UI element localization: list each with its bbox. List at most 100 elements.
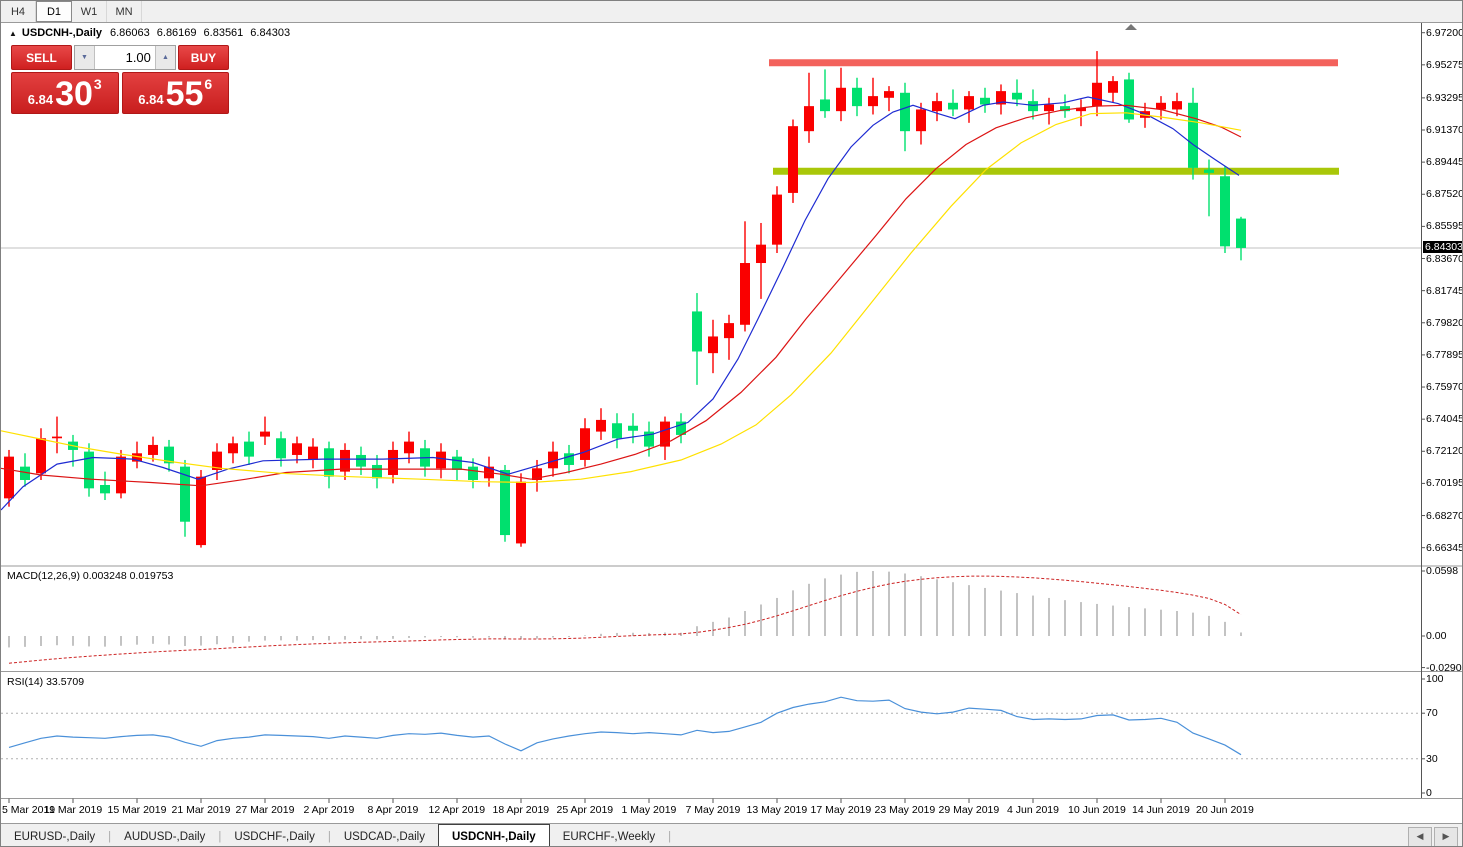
price-axis-label: 6.75970	[1426, 381, 1463, 394]
date-axis-label: 20 Jun 2019	[1196, 804, 1254, 816]
date-axis-label: 13 May 2019	[746, 804, 808, 816]
date-axis-label: 11 Mar 2019	[44, 804, 103, 816]
price-axis-label: 6.77895	[1426, 348, 1463, 361]
candle-body	[500, 469, 510, 536]
candle-body	[532, 468, 542, 480]
candle-body	[724, 323, 734, 339]
date-axis-label: 21 Mar 2019	[171, 804, 231, 816]
candle-body	[628, 425, 638, 431]
sell-button[interactable]: SELL	[11, 45, 72, 70]
candle-body	[676, 421, 686, 435]
candle-body	[516, 481, 526, 544]
buy-button[interactable]: BUY	[177, 45, 229, 70]
candle-body	[308, 446, 318, 460]
price-axis-label: 6.72120	[1426, 445, 1463, 458]
candle-body	[548, 451, 558, 469]
date-axis-label: 4 Jun 2019	[1007, 804, 1059, 816]
candle-body	[84, 451, 94, 489]
candle-body	[52, 436, 62, 439]
candle-body	[180, 466, 190, 522]
candle-body	[1172, 101, 1182, 110]
candle-body	[916, 109, 926, 132]
candle-body	[1012, 92, 1022, 100]
rsi-axis-label: 30	[1426, 752, 1438, 765]
sell-price-pip: 3	[93, 76, 102, 92]
candle-body	[1060, 106, 1070, 112]
candle-body	[708, 336, 718, 354]
candle-body	[948, 102, 958, 110]
price-axis-label: 6.97200	[1426, 26, 1463, 39]
date-axis-label: 10 Jun 2019	[1068, 804, 1126, 816]
tab-usdcnh-daily[interactable]: USDCNH-,Daily	[437, 824, 550, 846]
tab-scroll-right-icon[interactable]: ▶	[1434, 826, 1458, 846]
timeframe-button-h4[interactable]: H4	[1, 1, 36, 22]
timeframe-button-d1[interactable]: D1	[36, 1, 72, 22]
candle-body	[564, 453, 574, 465]
tab-separator: |	[108, 830, 112, 843]
candle-body	[4, 456, 14, 499]
sell-price-main: 30	[55, 75, 93, 113]
tab-eurchf-weekly[interactable]: EURCHF-,Weekly	[562, 830, 656, 843]
tab-audusd-daily[interactable]: AUDUSD-,Daily	[124, 830, 206, 843]
tab-separator: |	[327, 830, 331, 843]
quote-high: 6.86169	[156, 27, 197, 39]
tab-usdcad-daily[interactable]: USDCAD-,Daily	[343, 830, 425, 843]
tab-usdchf-daily[interactable]: USDCHF-,Daily	[234, 830, 315, 843]
candle-body	[964, 96, 974, 110]
candle-body	[660, 421, 670, 447]
candle-body	[372, 464, 382, 479]
timeframe-button-mn[interactable]: MN	[107, 1, 142, 22]
candle-body	[260, 431, 270, 437]
candle-body	[1188, 102, 1198, 168]
candle-body	[884, 91, 894, 98]
sell-price-prefix: 6.84	[27, 92, 54, 107]
tab-separator: |	[668, 830, 672, 843]
buy-price-pip: 6	[204, 76, 213, 92]
price-axis-label: 6.89445	[1426, 156, 1463, 169]
buy-price-main: 55	[165, 75, 204, 113]
price-axis-label: 6.91370	[1426, 124, 1463, 136]
candle-body	[1028, 101, 1038, 112]
candle-body	[404, 441, 414, 454]
volume-input[interactable]	[94, 46, 155, 69]
price-axis-label: 6.70195	[1426, 477, 1463, 490]
buy-price-prefix: 6.84	[138, 92, 164, 107]
date-axis-label: 12 Apr 2019	[428, 804, 486, 816]
trade-panel-toggle-icon[interactable]: ▲	[9, 28, 17, 38]
date-axis-label: 25 Apr 2019	[556, 804, 614, 816]
candle-body	[388, 449, 398, 475]
date-axis-label: 23 May 2019	[874, 804, 936, 816]
price-axis-label: 6.81745	[1426, 284, 1463, 297]
candle-body	[756, 244, 766, 264]
candle-body	[228, 443, 238, 454]
candle-body	[996, 91, 1006, 105]
price-axis-label: 6.85595	[1426, 220, 1463, 233]
candle-body	[836, 87, 846, 112]
date-axis-label: 14 Jun 2019	[1132, 804, 1190, 816]
price-axis-label: 6.83670	[1426, 252, 1463, 265]
candle-body	[276, 438, 286, 459]
sell-price-button[interactable]: 6.84 30 3	[11, 72, 119, 114]
tab-scroll-left-icon[interactable]: ◀	[1408, 826, 1432, 846]
candle-body	[612, 423, 622, 439]
timeframe-button-w1[interactable]: W1	[72, 1, 107, 22]
rsi-axis-label: 0	[1426, 787, 1432, 799]
tab-eurusd-daily[interactable]: EURUSD-,Daily	[14, 830, 96, 843]
date-axis-label: 8 Apr 2019	[367, 804, 419, 816]
tab-separator: |	[218, 830, 222, 843]
candle-body	[468, 466, 478, 480]
candle-body	[740, 263, 750, 325]
volume-decrease-icon[interactable]: ▼	[74, 46, 95, 69]
candle-body	[1044, 104, 1054, 112]
macd-signal-line	[8, 575, 1242, 664]
chart-shift-marker-icon[interactable]	[1125, 24, 1137, 30]
macd-axis-label: 0.00	[1426, 630, 1447, 642]
buy-price-button[interactable]: 6.84 55 6	[121, 72, 229, 114]
ma-mid-line	[1, 104, 1242, 487]
volume-increase-icon[interactable]: ▲	[154, 46, 175, 69]
candle-body	[820, 99, 830, 112]
candle-body	[980, 97, 990, 105]
candle-body	[692, 311, 702, 352]
